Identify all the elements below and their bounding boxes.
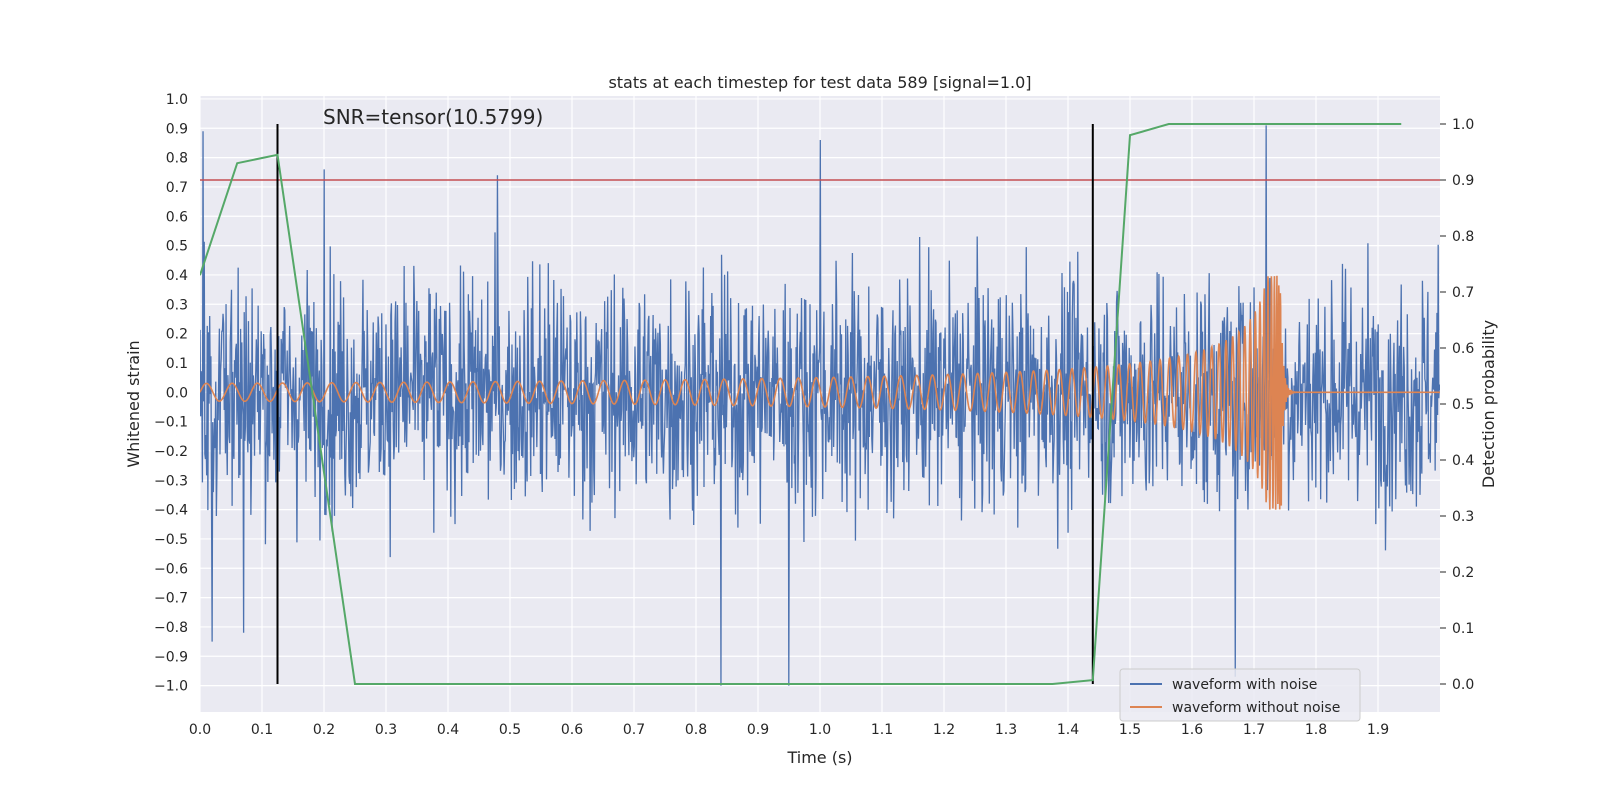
y-right-axis-ticks: 1.0 0.9 0.8 0.7 0.6 0.5 0.4 0.3 0.2 0.1 0.0 [1440, 117, 1474, 693]
y-left-tick-label: −0.7 [154, 591, 188, 607]
series-detection-probability [200, 123, 1402, 685]
x-tick-label: 0.2 [313, 722, 335, 738]
y-left-tick-label: 0.9 [166, 121, 188, 137]
x-tick-label: 1.7 [1243, 722, 1265, 738]
x-tick-label: 0.8 [685, 722, 707, 738]
x-axis-ticks: 0.0 0.1 0.2 0.3 0.4 0.5 0.6 0.7 0.8 0.9 1.0 1.1 1.2 1… [189, 722, 1389, 738]
y-right-tick-label: 0.5 [1452, 397, 1474, 413]
y-right-tick-label: 1.0 [1452, 117, 1474, 133]
x-tick-label: 0.4 [437, 722, 459, 738]
y-right-tick-label: 0.0 [1452, 677, 1474, 693]
x-tick-label: 1.9 [1367, 722, 1389, 738]
y-left-tick-label: −0.3 [154, 473, 188, 489]
legend-label-noise: waveform with noise [1172, 677, 1317, 693]
y-left-tick-label: 0.7 [166, 180, 188, 196]
y-left-tick-label: −0.2 [154, 444, 188, 460]
x-tick-label: 1.6 [1181, 722, 1203, 738]
y-left-axis-ticks: 1.0 0.9 0.8 0.7 0.6 0.5 0.4 0.3 0.2 0.1 0.0 −0.1 −0.… [154, 92, 188, 695]
legend: waveform with noise waveform without noi… [1119, 668, 1361, 722]
x-tick-label: 0.9 [747, 722, 769, 738]
x-tick-label: 1.3 [995, 722, 1017, 738]
x-tick-label: 1.4 [1057, 722, 1079, 738]
series-waveform-without-noise [200, 275, 1440, 510]
x-tick-label: 0.1 [251, 722, 273, 738]
y-left-tick-label: 0.3 [166, 297, 188, 313]
x-tick-label: 1.5 [1119, 722, 1141, 738]
y-left-tick-label: 0.4 [166, 268, 188, 284]
y-left-tick-label: 0.6 [166, 209, 188, 225]
y-right-tick-label: 0.9 [1452, 173, 1474, 189]
x-tick-label: 0.0 [189, 722, 211, 738]
y-left-tick-label: −0.9 [154, 649, 188, 665]
y-left-tick-label: 0.2 [166, 327, 188, 343]
y-right-tick-label: 0.2 [1452, 565, 1474, 581]
x-tick-label: 0.6 [561, 722, 583, 738]
y-left-tick-label: 0.5 [166, 239, 188, 255]
y-left-axis-label: Whitened strain [124, 340, 143, 467]
y-left-tick-label: −1.0 [154, 679, 188, 695]
snr-annotation: SNR=tensor(10.5799) [323, 105, 543, 129]
x-tick-label: 1.2 [933, 722, 955, 738]
legend-label-clean: waveform without noise [1172, 700, 1340, 716]
chart-title: stats at each timestep for test data 589… [608, 73, 1031, 92]
y-left-tick-label: −0.4 [154, 503, 188, 519]
x-tick-label: 1.0 [809, 722, 831, 738]
y-left-tick-label: −0.1 [154, 415, 188, 431]
series-waveform-with-noise [200, 125, 1440, 686]
y-right-tick-label: 0.4 [1452, 453, 1474, 469]
x-tick-label: 0.5 [499, 722, 521, 738]
y-left-tick-label: 0.0 [166, 385, 188, 401]
y-right-tick-label: 0.1 [1452, 621, 1474, 637]
y-left-tick-label: −0.6 [154, 561, 188, 577]
x-tick-label: 0.7 [623, 722, 645, 738]
y-right-tick-label: 0.8 [1452, 229, 1474, 245]
x-axis-label: Time (s) [786, 748, 852, 767]
y-left-tick-label: −0.5 [154, 532, 188, 548]
y-left-tick-label: 0.8 [166, 151, 188, 167]
x-tick-label: 0.3 [375, 722, 397, 738]
y-left-tick-label: 0.1 [166, 356, 188, 372]
legend-box [1119, 668, 1361, 722]
y-left-tick-label: 1.0 [166, 92, 188, 108]
y-left-tick-label: −0.8 [154, 620, 188, 636]
x-tick-label: 1.8 [1305, 722, 1327, 738]
y-right-tick-label: 0.6 [1452, 341, 1474, 357]
y-right-axis-label: Detection probability [1479, 320, 1498, 488]
x-tick-label: 1.1 [871, 722, 893, 738]
series-layer [200, 123, 1440, 686]
y-right-tick-label: 0.7 [1452, 285, 1474, 301]
y-right-tick-label: 0.3 [1452, 509, 1474, 525]
